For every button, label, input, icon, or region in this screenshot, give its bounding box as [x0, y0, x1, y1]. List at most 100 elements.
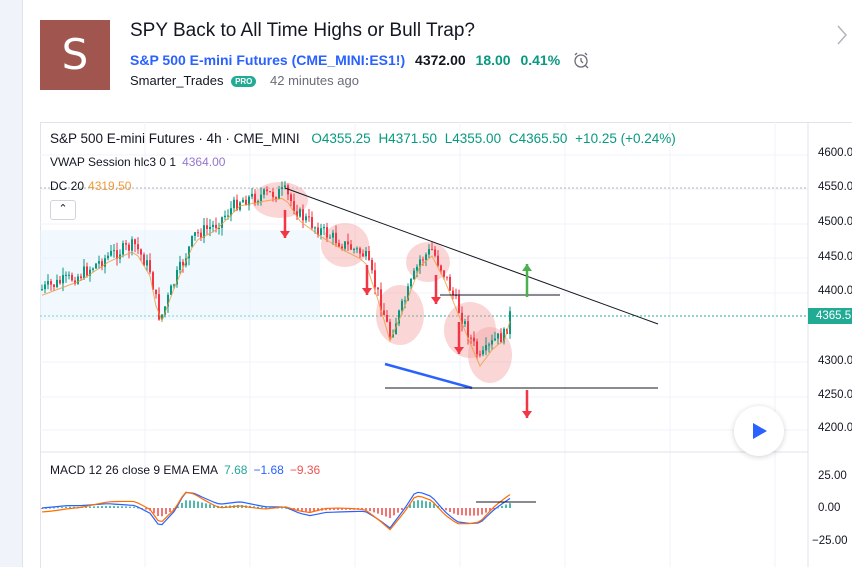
macd-histogram-bar [185, 500, 187, 508]
candle-body [152, 272, 154, 290]
chart-area[interactable] [40, 122, 852, 568]
candle-body [149, 260, 151, 273]
candle-body [305, 216, 307, 221]
candle-body [215, 224, 217, 229]
author-name[interactable]: Smarter_Trades [130, 73, 224, 88]
price-axis-label: 4200.0 [818, 422, 852, 434]
macd-histogram-bar [393, 508, 395, 516]
candle-body [62, 275, 64, 284]
macd-histogram-bar [181, 502, 183, 508]
candle-body [497, 333, 499, 339]
candle-body [500, 333, 502, 343]
macd-histogram-bar [333, 508, 335, 511]
chevron-right-icon[interactable] [836, 24, 848, 51]
candle-body [356, 248, 358, 250]
macd-histogram-bar [89, 506, 91, 508]
candle-body [332, 232, 334, 238]
vwap-label: VWAP Session hlc3 0 1 [50, 155, 177, 169]
symbol-link[interactable]: S&P 500 E-mini Futures (CME_MINI:ES1!) [130, 52, 406, 69]
candle-body [47, 281, 49, 285]
macd-histogram-value: 7.68 [224, 463, 248, 477]
chevron-up-icon: ⌃ [58, 203, 68, 215]
macd-histogram-bar [461, 508, 463, 516]
candle-body [440, 265, 442, 271]
candle-body [260, 194, 262, 202]
candle-body [470, 337, 472, 339]
candle-body [380, 289, 382, 311]
vwap-legend[interactable]: VWAP Session hlc3 0 1 4364.00 [50, 155, 225, 169]
macd-histogram-bar [345, 508, 347, 510]
collapse-legend-button[interactable]: ⌃ [50, 200, 76, 220]
macd-histogram-bar [41, 508, 43, 509]
macd-histogram-bar [177, 506, 179, 508]
macd-histogram-bar [369, 508, 371, 512]
candle-body [389, 321, 391, 337]
macd-histogram-bar [165, 508, 167, 515]
macd-axis-label: 25.00 [818, 470, 847, 482]
candle-body [107, 255, 109, 259]
avatar[interactable]: S [40, 20, 110, 90]
play-button[interactable] [734, 406, 784, 456]
legend-symbol[interactable]: S&P 500 E-mini Futures · 4h · CME_MINI [50, 131, 300, 146]
macd-histogram-bar [137, 507, 139, 509]
macd-histogram-bar [409, 504, 411, 508]
candle-body [377, 287, 379, 290]
macd-histogram-bar [209, 504, 211, 508]
macd-histogram-bar [509, 503, 511, 508]
candle-body [59, 279, 61, 284]
price-axis-label: 4300.0 [818, 355, 852, 367]
macd-histogram-bar [197, 501, 199, 508]
candle-body [290, 194, 292, 202]
macd-histogram-bar [169, 508, 171, 512]
candle-body [230, 208, 232, 216]
candle-body [227, 215, 229, 217]
macd-histogram-bar [477, 508, 479, 516]
candle-body [200, 232, 202, 238]
macd-histogram-bar [377, 508, 379, 514]
down-arrow-head [362, 288, 372, 295]
candle-body [329, 237, 331, 239]
macd-histogram-bar [85, 506, 87, 508]
candle-body [257, 201, 259, 203]
macd-histogram-bar [253, 506, 255, 508]
macd-histogram-bar [373, 508, 375, 513]
candle-body [92, 268, 94, 270]
candle-body [134, 239, 136, 245]
idea-header: S SPY Back to All Time Highs or Bull Tra… [22, 0, 852, 120]
macd-histogram-bar [205, 503, 207, 508]
macd-legend[interactable]: MACD 12 26 close 9 EMA EMA 7.68 −1.68 −9.36 [50, 463, 320, 477]
candle-body [254, 193, 256, 203]
macd-histogram-bar [145, 508, 147, 510]
dc-legend[interactable]: DC 20 4319.50 [50, 179, 131, 193]
candle-body [407, 286, 409, 301]
candle-body [416, 266, 418, 271]
macd-histogram-bar [293, 508, 295, 510]
candle-body [95, 263, 97, 269]
candle-body [71, 274, 73, 281]
macd-histogram-bar [65, 506, 67, 508]
candle-body [266, 189, 268, 192]
candle-body [155, 289, 157, 295]
candle-body [113, 250, 115, 252]
macd-histogram-bar [329, 508, 331, 511]
candle-body [182, 261, 184, 266]
candle-body [467, 321, 469, 338]
chart-legend: S&P 500 E-mini Futures · 4h · CME_MINI O… [50, 131, 676, 146]
candle-body [308, 216, 310, 218]
macd-histogram-bar [445, 508, 447, 511]
candle-body [338, 243, 340, 247]
legend-open: O4355.25 [311, 131, 371, 146]
macd-histogram-bar [61, 507, 63, 509]
candle-body [128, 244, 130, 251]
macd-histogram-bar [453, 508, 455, 514]
left-rail [0, 0, 23, 567]
candle-body [317, 227, 319, 235]
macd-line-value: −1.68 [253, 463, 284, 477]
candle-body [341, 246, 343, 249]
macd-histogram-bar [501, 505, 503, 508]
alarm-clock-icon[interactable] [572, 51, 590, 72]
candle-body [437, 255, 439, 266]
idea-title[interactable]: SPY Back to All Time Highs or Bull Trap? [130, 20, 475, 41]
macd-histogram-bar [413, 501, 415, 508]
candle-body [50, 281, 52, 285]
